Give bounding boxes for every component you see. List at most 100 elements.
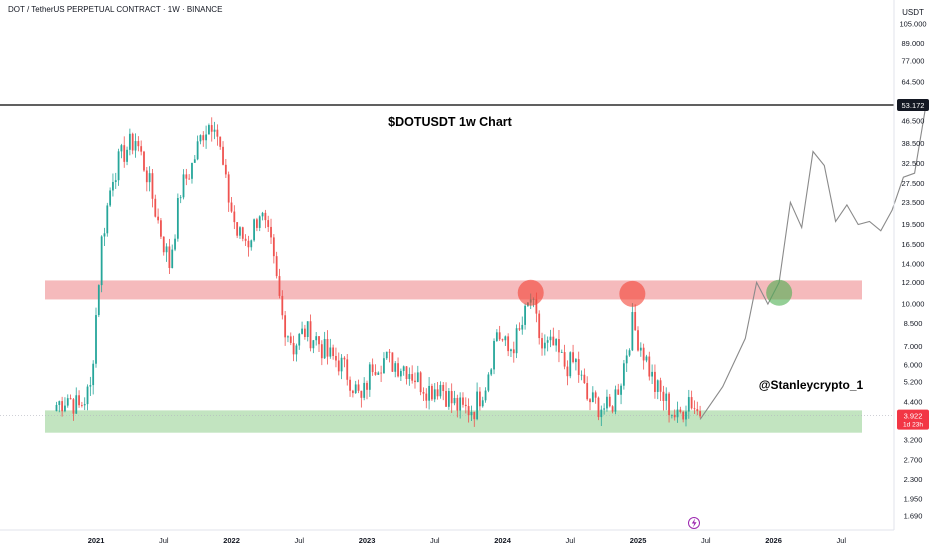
candle-body	[233, 211, 236, 223]
price-tick-label: 19.500	[902, 220, 925, 229]
candle-body	[326, 338, 329, 357]
candle-body	[676, 409, 679, 418]
time-tick-label: 2024	[494, 536, 512, 545]
price-tick-label: 14.000	[902, 260, 925, 269]
candle-body	[495, 332, 498, 341]
candle-body	[439, 384, 442, 397]
candle-body	[416, 372, 419, 383]
price-tick-label: 2.300	[904, 475, 923, 484]
time-tick-label: Jul	[294, 536, 304, 545]
candle-body	[552, 336, 555, 346]
candle-body	[95, 315, 97, 364]
candle-body	[103, 233, 106, 237]
time-tick-label: Jul	[701, 536, 711, 545]
lightning-icon[interactable]	[688, 517, 700, 529]
candle-body	[287, 336, 289, 338]
candle-body	[574, 359, 577, 363]
candle-body	[89, 385, 92, 387]
candle-body	[219, 136, 222, 147]
price-axis-ticks: 105.000 89.000 77.000 64.500 46.500 38.500 32.…	[899, 19, 926, 520]
candle-body	[549, 336, 552, 341]
candle-body	[606, 396, 608, 409]
price-tick-label: 64.500	[902, 77, 925, 86]
candle-body	[210, 125, 213, 132]
price-tick-label: 3.200	[904, 435, 923, 444]
candle-body	[109, 190, 112, 206]
candle-body	[157, 216, 160, 221]
candle-body	[546, 340, 549, 343]
candle-body	[205, 134, 207, 141]
candle-body	[484, 390, 487, 401]
candle-body	[264, 212, 267, 221]
candle-body	[72, 399, 75, 414]
candle-body	[160, 220, 162, 237]
candle-body	[320, 344, 323, 359]
candle-body	[659, 380, 662, 392]
price-tick-label: 16.500	[902, 240, 925, 249]
candle-body	[332, 347, 335, 357]
candle-body	[634, 312, 637, 331]
candle-body	[637, 330, 639, 351]
candle-body	[55, 404, 58, 412]
candle-body	[611, 406, 614, 412]
candle-body	[357, 384, 360, 391]
candle-body	[470, 411, 473, 416]
candle-body	[690, 397, 693, 409]
candle-body	[493, 340, 495, 370]
candle-body	[202, 135, 205, 141]
candle-body	[450, 391, 453, 404]
candle-body	[459, 397, 462, 411]
candle-body	[586, 383, 589, 400]
candle-body	[589, 399, 591, 403]
candle-countdown: 1d 23h	[903, 422, 923, 429]
candle-body	[622, 363, 625, 386]
candle-body	[679, 409, 682, 412]
candle-body	[645, 356, 648, 361]
price-tick-label: 89.000	[902, 39, 925, 48]
candle-body	[394, 363, 397, 372]
candle-body	[555, 339, 558, 346]
candle-body	[371, 364, 374, 373]
price-axis[interactable]: USDT	[893, 0, 924, 530]
candle-body	[346, 359, 349, 380]
candle-body	[241, 227, 244, 239]
candle-body	[224, 164, 227, 175]
candle-body	[318, 336, 320, 345]
candle-body	[405, 366, 408, 380]
candle-body	[335, 356, 337, 361]
candle-body	[92, 363, 95, 386]
time-tick-label: 2023	[359, 536, 376, 545]
candle-body	[114, 180, 117, 183]
candle-body	[614, 389, 617, 412]
candle-body	[563, 352, 566, 367]
candle-body	[239, 227, 241, 236]
rejection-marker	[619, 280, 646, 307]
price-tick-label: 46.500	[902, 116, 925, 125]
candle-body	[196, 141, 199, 160]
candle-body	[617, 389, 620, 395]
candle-body	[481, 400, 484, 407]
candle-body	[368, 364, 371, 390]
candle-body	[343, 357, 346, 360]
candle-body	[665, 393, 668, 401]
candle-body	[298, 333, 301, 346]
candle-body	[151, 173, 154, 199]
breakout-marker	[766, 279, 793, 306]
key-level-badge: 53.172	[897, 99, 929, 111]
candle-body	[687, 397, 690, 412]
candle-body	[244, 238, 247, 241]
candle-body	[414, 380, 416, 383]
candle-body	[498, 332, 501, 340]
candle-body	[222, 146, 224, 165]
candle-body	[329, 347, 332, 357]
key-level-label: 53.172	[902, 101, 925, 110]
time-tick-label: Jul	[159, 536, 169, 545]
time-tick-label: Jul	[430, 536, 440, 545]
candle-body	[594, 392, 597, 398]
candle-body	[126, 149, 128, 162]
candle-body	[292, 342, 295, 355]
candle-body	[518, 328, 521, 330]
candle-body	[512, 349, 515, 354]
candle-body	[106, 205, 109, 234]
candle-body	[422, 392, 425, 394]
